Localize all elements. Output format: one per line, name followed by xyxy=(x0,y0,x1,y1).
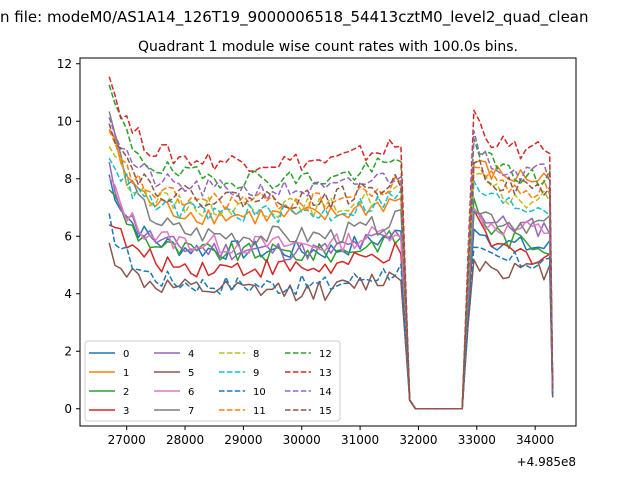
legend-label-12: 12 xyxy=(319,349,332,360)
series-line-7 xyxy=(108,111,554,410)
chart-title: Quadrant 1 module wise count rates with … xyxy=(138,39,518,55)
y-tick-label: 4 xyxy=(64,287,72,301)
y-tick-label: 12 xyxy=(57,57,72,71)
y-tick-label: 2 xyxy=(64,344,72,358)
legend-label-4: 4 xyxy=(188,349,194,360)
legend-frame xyxy=(84,340,341,422)
x-tick-label: 33000 xyxy=(458,433,496,447)
series-line-9 xyxy=(108,158,554,410)
y-tick-label: 0 xyxy=(64,402,72,416)
legend-label-6: 6 xyxy=(188,387,194,398)
series-layer xyxy=(108,76,554,410)
legend-label-5: 5 xyxy=(188,368,194,379)
legend-label-2: 2 xyxy=(123,387,129,398)
legend-label-10: 10 xyxy=(253,387,266,398)
series-line-12 xyxy=(108,84,554,410)
x-tick-label: 30000 xyxy=(283,433,321,447)
y-tick-label: 10 xyxy=(57,114,72,128)
legend-label-15: 15 xyxy=(319,406,332,417)
series-line-1 xyxy=(108,128,554,410)
series-line-4 xyxy=(108,161,554,410)
series-line-10 xyxy=(108,213,554,410)
y-axis: 0 2 4 6 8 10 12 xyxy=(57,57,80,416)
legend-label-8: 8 xyxy=(253,349,259,360)
figure-suptitle: n file: modeM0/AS1A14_126T19_9000006518_… xyxy=(0,8,589,27)
series-line-5 xyxy=(108,242,554,410)
series-line-3 xyxy=(108,209,554,410)
x-tick-label: 27000 xyxy=(108,433,146,447)
series-line-11 xyxy=(108,130,554,410)
x-tick-label: 31000 xyxy=(341,433,379,447)
x-tick-label: 34000 xyxy=(516,433,554,447)
legend-label-13: 13 xyxy=(319,368,332,379)
legend-label-3: 3 xyxy=(123,406,129,417)
series-line-14 xyxy=(108,117,554,410)
legend-label-1: 1 xyxy=(123,368,129,379)
x-tick-label: 32000 xyxy=(399,433,437,447)
x-axis: 27000 28000 29000 30000 31000 32000 33000 34000 xyxy=(108,426,554,447)
legend-label-14: 14 xyxy=(319,387,332,398)
x-offset-label: +4.985e8 xyxy=(517,455,576,469)
plot-area xyxy=(79,57,577,427)
legend-label-11: 11 xyxy=(253,406,266,417)
y-tick-label: 8 xyxy=(64,172,72,186)
legend-label-7: 7 xyxy=(188,406,194,417)
axes-frame xyxy=(79,57,577,427)
legend-label-9: 9 xyxy=(253,368,259,379)
x-tick-label: 29000 xyxy=(224,433,262,447)
legend-label-0: 0 xyxy=(123,349,129,360)
series-line-13 xyxy=(108,76,554,410)
series-line-6 xyxy=(108,176,554,410)
x-tick-label: 28000 xyxy=(166,433,204,447)
y-tick-label: 6 xyxy=(64,229,72,243)
